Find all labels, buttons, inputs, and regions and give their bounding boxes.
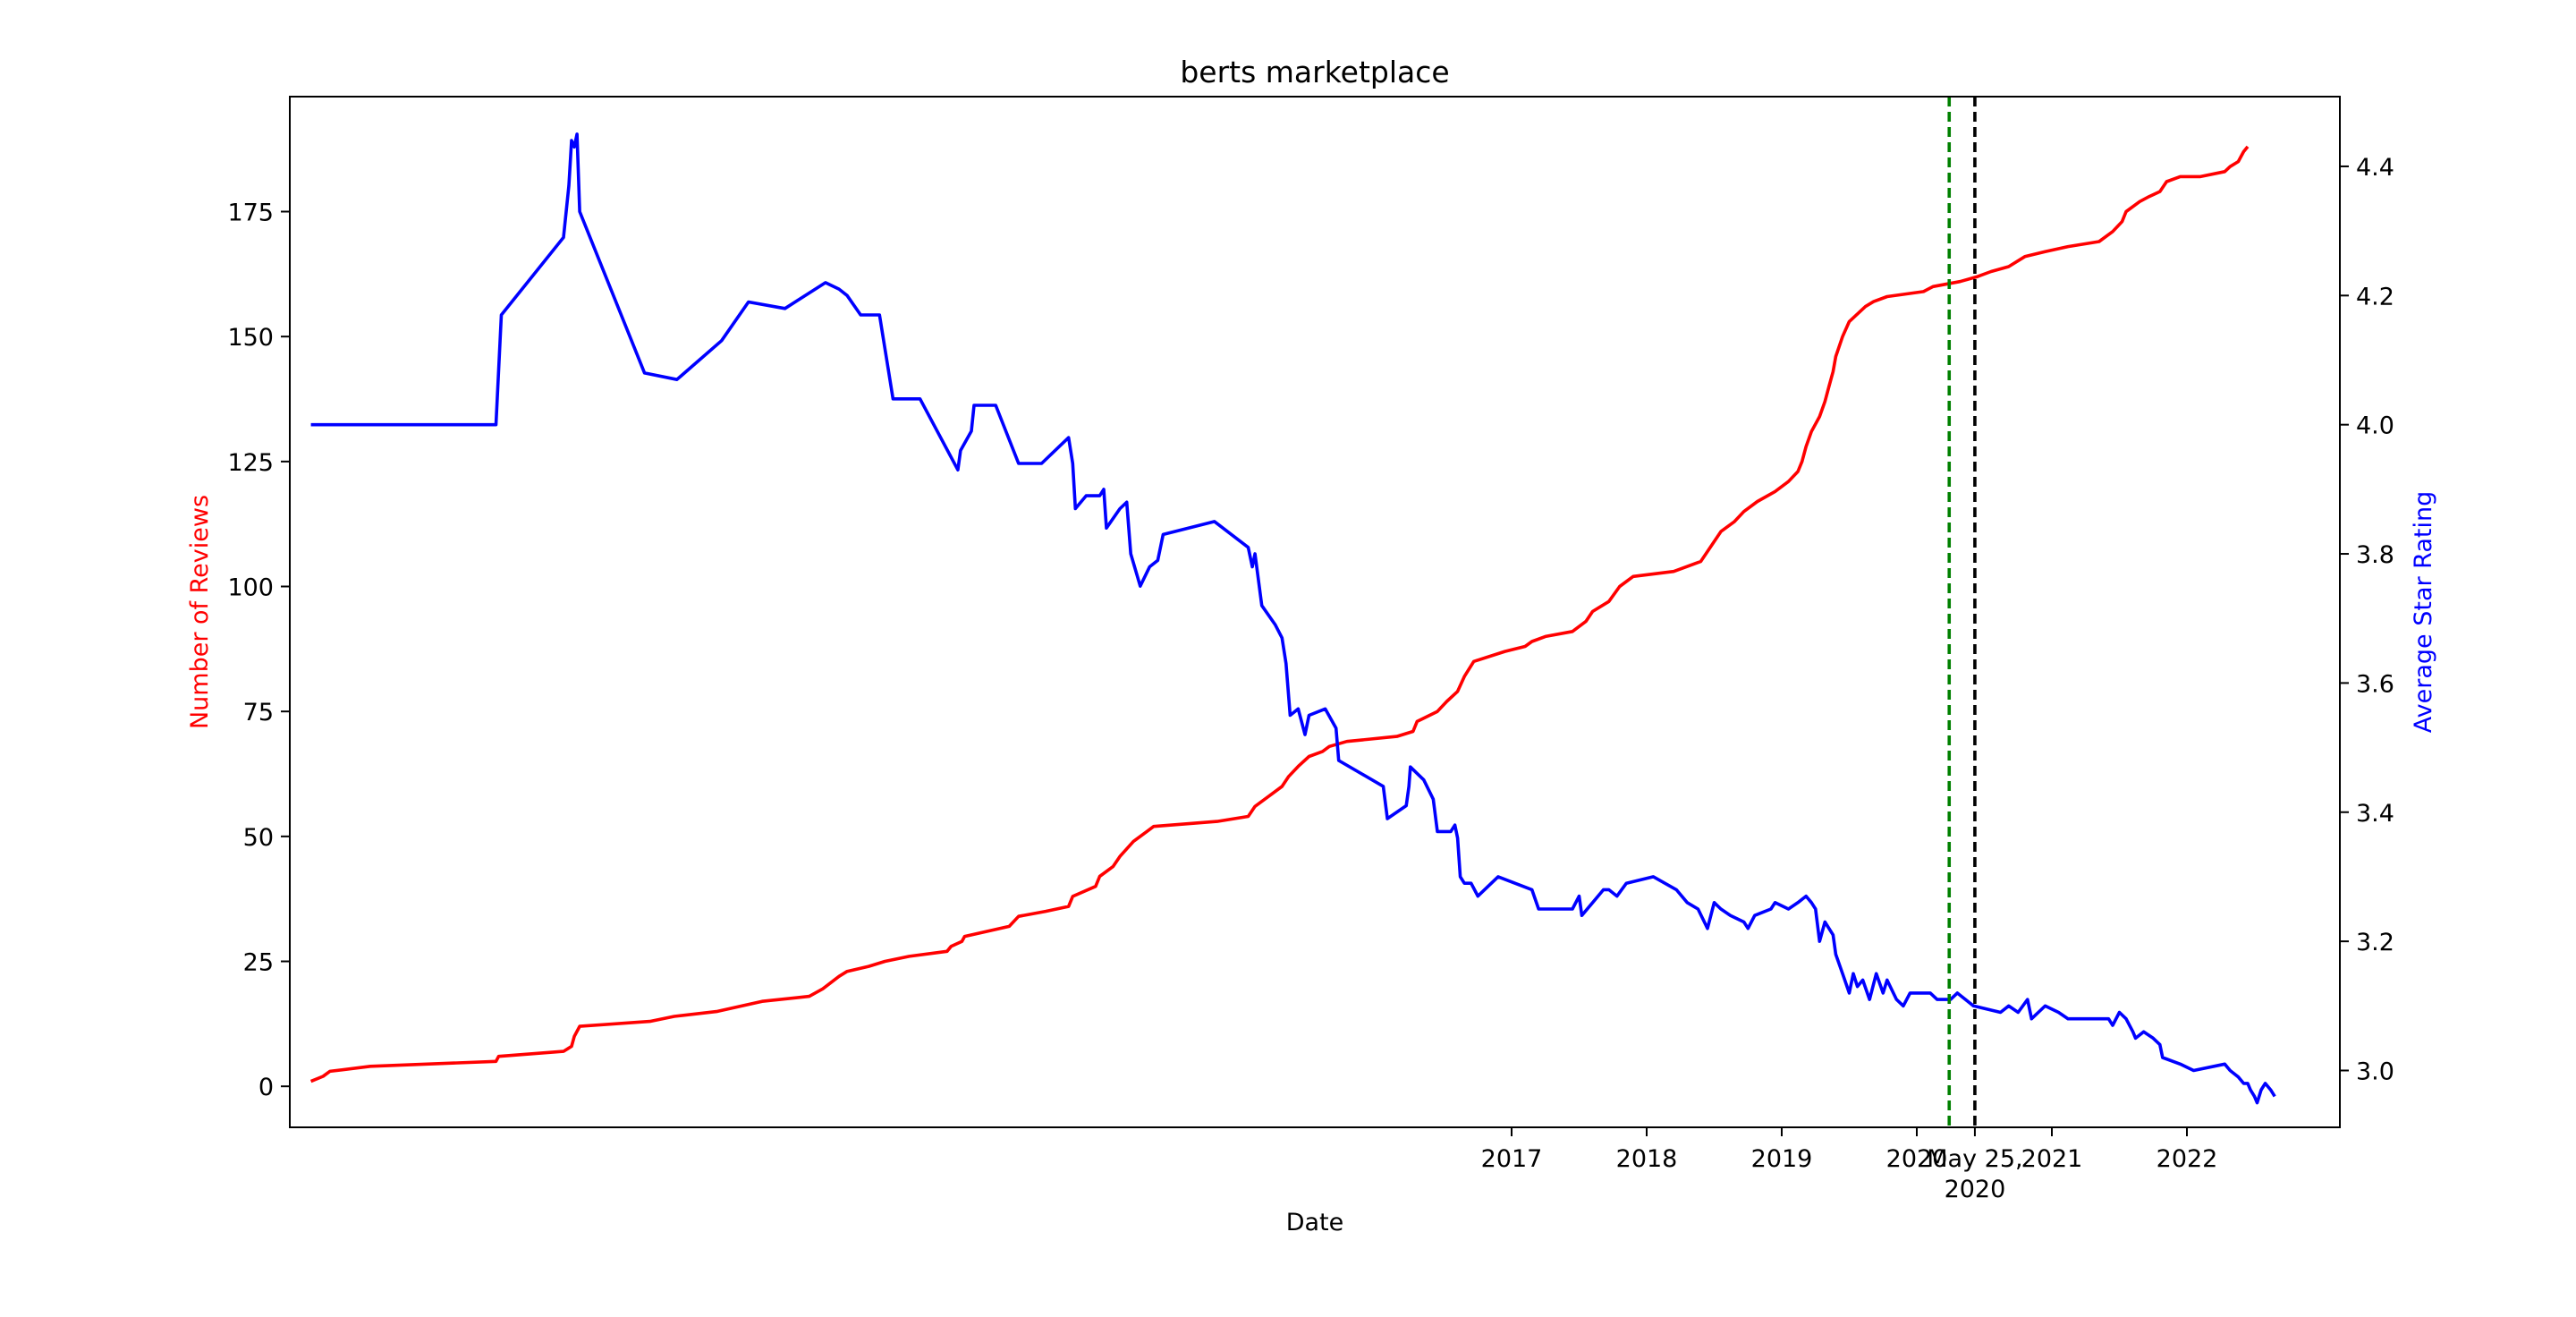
x-tick-label: 2020 <box>1886 1145 1948 1173</box>
y-right-tick-label: 3.8 <box>2356 541 2394 569</box>
y-axis-left-label: Number of Reviews <box>186 495 214 729</box>
y-right-tick-label: 3.6 <box>2356 670 2394 698</box>
series-line-number-of-reviews <box>309 145 2250 1083</box>
y-left-tick-label: 125 <box>227 449 274 477</box>
plot-frame <box>289 96 2341 1128</box>
y-axis-left: 0 25 50 75 100 125 150 175 <box>227 199 290 1101</box>
y-right-tick-label: 3.0 <box>2356 1058 2394 1085</box>
x-tick-label: 2022 <box>2157 1145 2218 1173</box>
y-axis-right-label: Average Star Rating <box>2410 491 2437 733</box>
y-left-tick-label: 150 <box>227 324 274 352</box>
y-right-tick-label: 4.2 <box>2356 283 2394 310</box>
y-left-tick-label: 100 <box>227 574 274 602</box>
y-right-tick-label: 4.0 <box>2356 412 2394 440</box>
y-right-tick-label: 3.4 <box>2356 800 2394 828</box>
y-axis-right: 3.0 3.2 3.4 3.6 3.8 4.0 4.2 4.4 <box>2340 154 2394 1085</box>
y-left-tick-label: 25 <box>243 949 274 977</box>
x-tick-label: 2021 <box>2021 1145 2083 1173</box>
series-line-average-star-rating <box>310 132 2276 1105</box>
x-tick-label: 2019 <box>1751 1145 1813 1173</box>
y-right-tick-label: 3.2 <box>2356 929 2394 956</box>
x-axis-label: Date <box>1286 1209 1344 1236</box>
y-left-tick-label: 0 <box>258 1074 274 1101</box>
y-right-tick-label: 4.4 <box>2356 154 2394 182</box>
y-left-tick-label: 50 <box>243 824 274 852</box>
x-tick-label-reference: May 25, 2020 <box>1927 1145 2022 1203</box>
x-tick-label-reference-line: May 25, <box>1927 1145 2022 1173</box>
reference-lines <box>1947 97 1977 1127</box>
x-tick-label: 2018 <box>1616 1145 1678 1173</box>
x-tick-label-reference-line: 2020 <box>1945 1176 2006 1203</box>
y-left-tick-label: 175 <box>227 199 274 226</box>
chart-title: berts marketplace <box>1180 55 1449 89</box>
y-left-tick-label: 75 <box>243 699 274 726</box>
x-tick-label: 2017 <box>1481 1145 1543 1173</box>
plot-area <box>309 132 2276 1105</box>
